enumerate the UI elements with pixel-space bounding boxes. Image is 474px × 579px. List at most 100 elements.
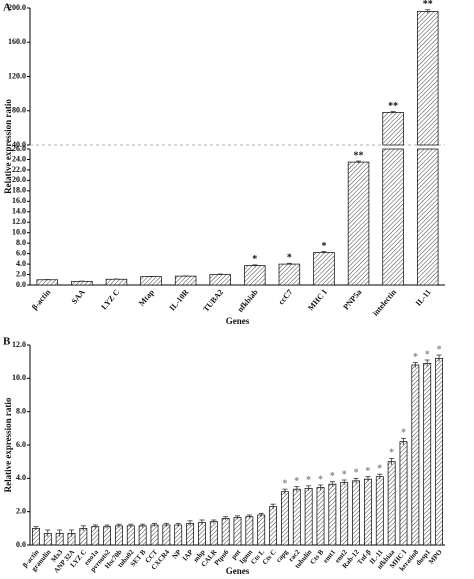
bar — [435, 357, 443, 546]
x-tick-label: IL-10R — [168, 288, 191, 313]
y-tick-label: 8.0 — [16, 406, 26, 415]
bar — [292, 488, 301, 546]
y-axis-title: Relative expression ratio — [3, 397, 13, 492]
bar — [382, 112, 404, 146]
bar — [423, 362, 432, 546]
y-tick-label: 26.0 — [12, 144, 26, 153]
bar — [340, 482, 349, 546]
bar — [209, 521, 218, 546]
bar — [126, 525, 135, 546]
x-tick-label: nfkbiab — [236, 287, 260, 314]
significance: * — [321, 241, 326, 252]
y-tick-label: 12.0 — [12, 217, 26, 226]
y-tick-label: 6.0 — [16, 248, 26, 257]
significance: * — [354, 468, 359, 479]
x-tick-label: β-actin — [30, 287, 53, 311]
significance: * — [401, 428, 406, 439]
y-tick-label: 4.0 — [16, 259, 26, 268]
significance: * — [282, 478, 287, 489]
panel-label: A — [3, 2, 11, 14]
bar — [364, 478, 372, 546]
bar — [209, 274, 231, 286]
bar — [281, 491, 289, 546]
bar — [416, 11, 439, 146]
bar — [313, 252, 335, 286]
bar — [399, 441, 408, 546]
bar — [375, 476, 384, 546]
y-tick-label: 200.0 — [8, 3, 26, 12]
x-tick-label: TUBA2 — [201, 288, 225, 314]
bar — [162, 524, 171, 546]
y-tick-label: 10.0 — [12, 228, 26, 237]
y-tick-label: 8.0 — [16, 238, 26, 247]
y-tick-label: 10.0 — [12, 373, 26, 382]
bar — [328, 483, 337, 546]
bar — [138, 525, 147, 546]
bar — [411, 364, 420, 546]
bar — [115, 525, 123, 546]
y-tick-label: 22.0 — [12, 165, 26, 174]
bar — [105, 278, 128, 286]
significance: * — [377, 463, 382, 474]
bar — [304, 487, 313, 546]
y-tick-label: 40.0 — [12, 140, 26, 149]
y-tick-label: 0.0 — [16, 540, 26, 549]
y-tick-label: 0.0 — [16, 280, 26, 289]
bar — [278, 263, 301, 286]
bar — [257, 514, 266, 546]
x-tick-label: LYZ C — [99, 288, 121, 312]
significance: * — [389, 448, 394, 459]
y-tick-label: 6.0 — [16, 440, 26, 449]
significance: ** — [388, 101, 398, 112]
bar — [269, 506, 277, 546]
bar — [387, 461, 396, 546]
bar — [150, 524, 159, 546]
y-tick-label: 24.0 — [12, 154, 26, 163]
significance: ** — [423, 0, 433, 10]
x-tick-label: Mtap — [137, 287, 156, 308]
bar — [103, 526, 111, 546]
y-tick-label: 2.0 — [16, 269, 26, 278]
bar — [32, 527, 40, 546]
y-tick-label: 12.0 — [12, 340, 26, 349]
bar — [36, 279, 59, 286]
significance: * — [425, 349, 430, 360]
bar — [174, 524, 183, 546]
panel-label: B — [3, 336, 11, 348]
significance: ** — [354, 150, 364, 161]
y-tick-label: 160.0 — [8, 37, 26, 46]
y-tick-label: 120.0 — [8, 71, 26, 80]
bar — [140, 276, 162, 286]
bar — [382, 148, 404, 286]
significance: * — [306, 475, 311, 486]
y-tick-label: 20.0 — [12, 175, 26, 184]
bar — [71, 280, 93, 286]
significance: * — [365, 466, 370, 477]
significance: * — [342, 469, 347, 480]
y-tick-label: 18.0 — [12, 186, 26, 195]
x-tick-label: PNP5a — [341, 288, 363, 312]
bar — [245, 516, 254, 546]
bar — [186, 522, 194, 546]
bar — [233, 517, 242, 546]
x-tick-label: SAA — [70, 288, 87, 306]
x-tick-label: ccC7 — [277, 288, 295, 307]
bar — [91, 526, 100, 546]
significance: * — [413, 352, 418, 363]
y-tick-label: 80.0 — [12, 106, 26, 115]
y-axis-title: Relative expression ratio — [3, 99, 13, 194]
significance: * — [330, 471, 335, 482]
x-axis-title: Genes — [226, 316, 250, 326]
bar — [221, 517, 230, 546]
x-axis-title: Genes — [226, 566, 250, 576]
bar — [347, 161, 370, 286]
x-tick-label: MPO — [427, 548, 444, 566]
significance: * — [294, 476, 299, 487]
y-tick-label: 4.0 — [16, 473, 26, 482]
y-tick-label: 2.0 — [16, 506, 26, 515]
y-tick-label: 16.0 — [12, 196, 26, 205]
significance: * — [437, 344, 442, 355]
bar — [416, 148, 439, 286]
significance: * — [287, 253, 292, 264]
